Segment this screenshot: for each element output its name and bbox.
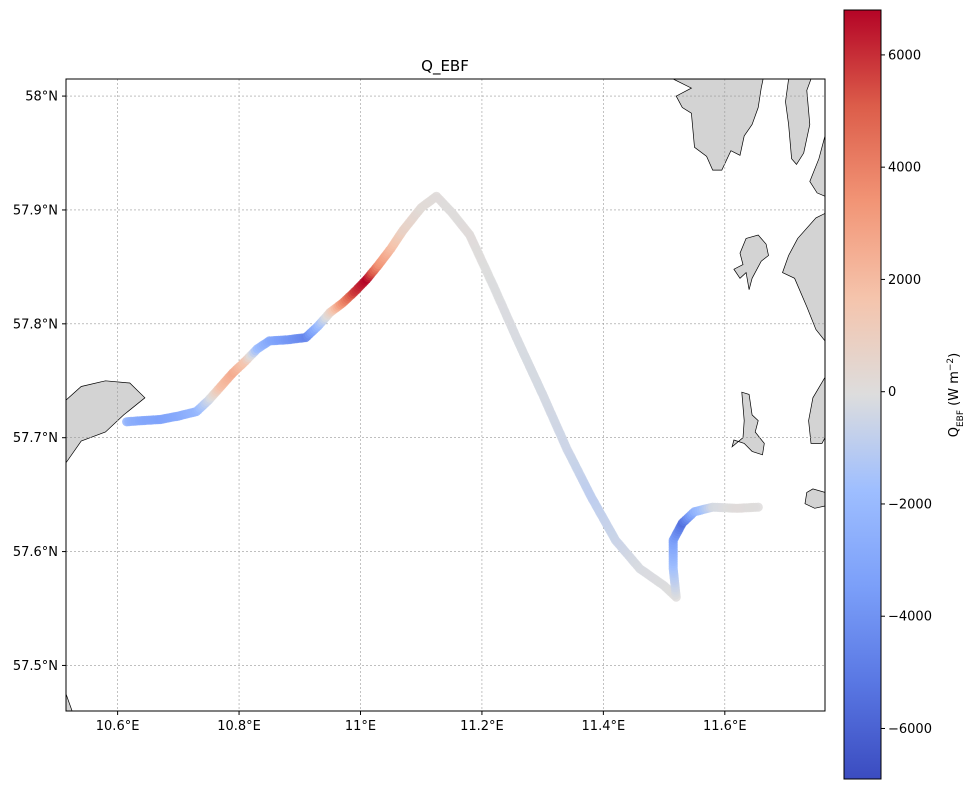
- colorbar-tick-label: −2000: [888, 497, 932, 512]
- land-polygon: [785, 79, 812, 165]
- colorbar-label: QEBF (W m−2): [946, 353, 966, 438]
- colorbar-tick-label: −6000: [888, 722, 932, 737]
- colorbar-ticks: 6000 4000 2000 0 −2000 −4000 −6000: [881, 48, 932, 737]
- y-tick-label: 57.6°N: [13, 545, 58, 560]
- x-tick-label: 10.8°E: [217, 719, 261, 734]
- colorbar-tick-label: 2000: [888, 273, 921, 288]
- x-tick-label: 10.6°E: [96, 719, 140, 734]
- colorbar-tick-label: 0: [888, 385, 896, 400]
- x-axis-ticks: 10.6°E 10.8°E 11°E 11.2°E 11.4°E 11.6°E: [96, 711, 747, 734]
- colorbar: 6000 4000 2000 0 −2000 −4000 −6000 QEBF (W m−2…: [843, 9, 966, 780]
- colorbar-label-rest: (W m: [947, 371, 962, 410]
- x-tick-label: 11.2°E: [460, 719, 504, 734]
- chart-title: Q_EBF: [421, 57, 469, 76]
- land-polygon: [808, 376, 825, 444]
- x-tick-label: 11.6°E: [703, 719, 747, 734]
- plot-frame: [65, 78, 826, 712]
- coastline-land: [66, 79, 825, 711]
- colorbar-tick-label: 6000: [888, 48, 921, 63]
- land-polygon: [731, 391, 765, 456]
- y-axis-ticks: 57.5°N 57.6°N 57.7°N 57.8°N 57.9°N 58°N: [13, 90, 66, 674]
- y-tick-label: 57.7°N: [13, 431, 58, 446]
- colorbar-tick-label: −4000: [888, 610, 932, 625]
- land-polygon: [809, 135, 825, 197]
- x-tick-label: 11.4°E: [582, 719, 626, 734]
- colorbar-label-main: Q: [947, 427, 962, 437]
- land-polygon: [782, 213, 825, 342]
- track-point: [753, 502, 763, 512]
- x-tick-label: 11°E: [345, 719, 376, 734]
- y-tick-label: 58°N: [25, 90, 58, 105]
- gridlines: [66, 79, 825, 711]
- land-polygon: [804, 488, 825, 509]
- y-tick-label: 57.5°N: [13, 659, 58, 674]
- colorbar-label-sub: EBF: [956, 410, 966, 427]
- y-tick-label: 57.9°N: [13, 203, 58, 218]
- colorbar-gradient: [843, 9, 882, 780]
- colorbar-label-sup: −2: [946, 358, 956, 371]
- land-polygon: [673, 79, 764, 171]
- y-tick-label: 57.8°N: [13, 317, 58, 332]
- colorbar-tick-label: 4000: [888, 161, 921, 176]
- colorbar-label-end: ): [947, 353, 962, 358]
- land-polygon: [66, 380, 146, 464]
- land-polygon: [733, 234, 769, 290]
- flight-track: [122, 191, 763, 602]
- land-polygon: [66, 693, 73, 711]
